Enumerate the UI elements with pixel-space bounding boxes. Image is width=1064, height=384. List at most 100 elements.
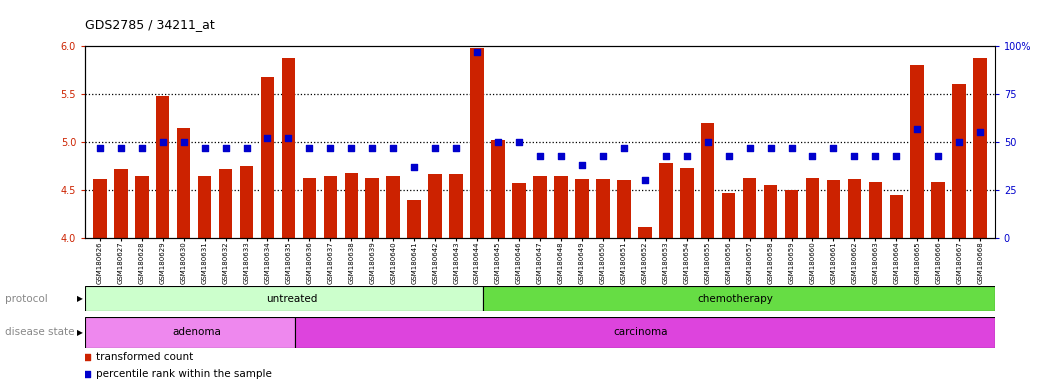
Bar xyxy=(219,169,232,238)
Bar xyxy=(805,177,819,238)
Point xyxy=(699,139,716,145)
Bar xyxy=(617,180,631,238)
Bar xyxy=(659,163,672,238)
Bar xyxy=(911,65,925,238)
Bar xyxy=(155,96,169,238)
Bar xyxy=(470,48,484,238)
Text: adenoma: adenoma xyxy=(172,327,221,337)
Text: percentile rank within the sample: percentile rank within the sample xyxy=(96,369,271,379)
Bar xyxy=(492,140,505,238)
Bar xyxy=(931,182,945,238)
Point xyxy=(951,139,968,145)
Bar xyxy=(533,175,547,238)
Point xyxy=(887,152,904,159)
Bar xyxy=(575,179,588,238)
Bar xyxy=(974,58,987,238)
Bar xyxy=(295,317,995,348)
Bar xyxy=(408,200,421,238)
Text: chemotherapy: chemotherapy xyxy=(697,293,772,304)
Point xyxy=(448,145,465,151)
Bar xyxy=(680,168,694,238)
Bar xyxy=(848,179,861,238)
Bar xyxy=(701,123,715,238)
Point xyxy=(343,145,360,151)
Bar xyxy=(85,286,483,311)
Point xyxy=(678,152,695,159)
Point xyxy=(405,164,422,170)
Bar xyxy=(261,77,275,238)
Point xyxy=(531,152,548,159)
Point xyxy=(176,139,193,145)
Point xyxy=(301,145,318,151)
Text: ▶: ▶ xyxy=(77,294,83,303)
Bar xyxy=(952,84,966,238)
Bar xyxy=(890,195,903,238)
Bar xyxy=(512,183,526,238)
Bar xyxy=(785,190,798,238)
Point xyxy=(595,152,612,159)
Point xyxy=(804,152,821,159)
Point xyxy=(468,49,485,55)
Text: GDS2785 / 34211_at: GDS2785 / 34211_at xyxy=(85,18,215,31)
Point xyxy=(742,145,759,151)
Point xyxy=(364,145,381,151)
Point xyxy=(658,152,675,159)
Point xyxy=(552,152,569,159)
Point xyxy=(489,139,506,145)
Text: carcinoma: carcinoma xyxy=(613,327,668,337)
Text: disease state: disease state xyxy=(5,327,74,337)
Point xyxy=(867,152,884,159)
Bar xyxy=(93,179,106,238)
Point xyxy=(154,139,171,145)
Text: protocol: protocol xyxy=(5,293,48,304)
Bar xyxy=(743,177,757,238)
Bar xyxy=(85,317,295,348)
Bar xyxy=(721,193,735,238)
Point xyxy=(720,152,737,159)
Point xyxy=(238,145,255,151)
Point xyxy=(909,126,926,132)
Bar xyxy=(345,173,359,238)
Point xyxy=(573,162,591,168)
Bar xyxy=(449,174,463,238)
Bar xyxy=(135,175,149,238)
Bar xyxy=(483,286,995,311)
Bar xyxy=(868,182,882,238)
Bar xyxy=(177,127,190,238)
Text: transformed count: transformed count xyxy=(96,352,193,362)
Text: untreated: untreated xyxy=(266,293,317,304)
Point xyxy=(385,145,402,151)
Point xyxy=(196,145,213,151)
Point xyxy=(930,152,947,159)
Point xyxy=(825,145,842,151)
Point xyxy=(846,152,863,159)
Point xyxy=(636,177,653,184)
Bar xyxy=(554,175,568,238)
Point xyxy=(971,129,988,136)
Point xyxy=(259,135,276,141)
Bar xyxy=(827,180,841,238)
Bar xyxy=(429,174,442,238)
Bar xyxy=(638,227,651,238)
Bar xyxy=(114,169,128,238)
Bar xyxy=(596,179,610,238)
Point xyxy=(217,145,234,151)
Bar xyxy=(764,185,778,238)
Bar xyxy=(302,177,316,238)
Point xyxy=(92,145,109,151)
Point xyxy=(112,145,129,151)
Point xyxy=(280,135,297,141)
Bar xyxy=(386,175,400,238)
Point xyxy=(511,139,528,145)
Bar xyxy=(282,58,295,238)
Point xyxy=(615,145,632,151)
Point xyxy=(79,371,96,377)
Point xyxy=(321,145,338,151)
Bar xyxy=(239,166,253,238)
Point xyxy=(133,145,150,151)
Point xyxy=(762,145,779,151)
Point xyxy=(783,145,800,151)
Point xyxy=(427,145,444,151)
Point xyxy=(79,354,96,360)
Bar xyxy=(198,175,212,238)
